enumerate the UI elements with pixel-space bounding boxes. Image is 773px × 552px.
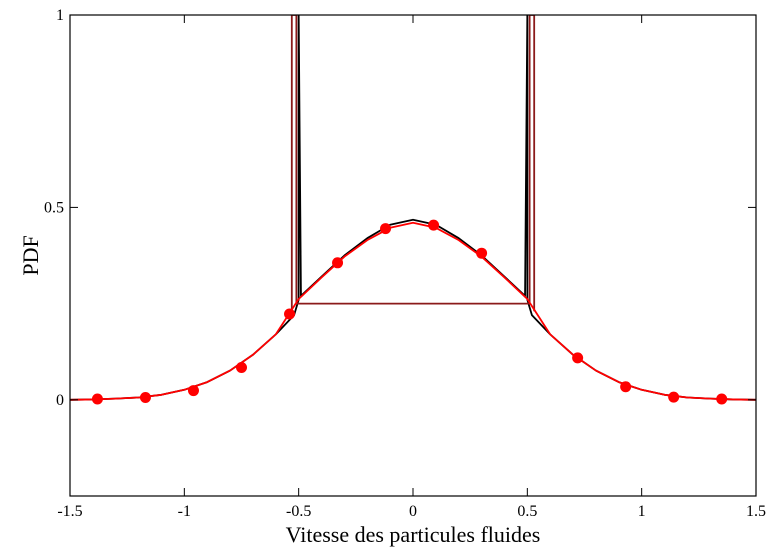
- x-axis-title: Vitesse des particules fluides: [286, 522, 541, 547]
- y-axis: 00.51: [44, 7, 756, 409]
- data-point: [91, 393, 103, 405]
- y-axis-title: PDF: [18, 235, 43, 275]
- x-tick-label: -1: [178, 503, 191, 520]
- series-layer: [70, 15, 756, 405]
- series-line-2: [70, 221, 756, 401]
- x-axis: -1.5 -1 -0.5 0 0.5 1 1.5: [57, 15, 766, 520]
- x-tick-label: 1.5: [746, 503, 766, 520]
- data-point: [332, 257, 344, 269]
- data-point: [572, 352, 584, 364]
- data-point: [139, 391, 151, 403]
- data-point: [236, 361, 247, 373]
- data-point: [620, 381, 632, 393]
- data-point: [187, 385, 199, 397]
- series-line-1: [290, 15, 536, 312]
- data-point: [284, 308, 296, 320]
- data-point: [380, 223, 392, 235]
- series-line-0: [70, 15, 756, 401]
- data-point: [428, 219, 440, 231]
- y-tick-label: 0: [56, 392, 64, 409]
- y-tick-label: 1: [56, 7, 64, 24]
- x-tick-label: 0: [409, 503, 417, 520]
- plot-frame: [69, 14, 757, 497]
- data-point: [476, 247, 488, 259]
- x-tick-label: 1: [638, 503, 646, 520]
- x-tick-label: -1.5: [57, 503, 82, 520]
- data-point: [716, 393, 728, 405]
- x-tick-label: -0.5: [286, 503, 311, 520]
- data-point: [668, 391, 680, 403]
- y-tick-label: 0.5: [44, 199, 64, 216]
- x-tick-label: 0.5: [517, 503, 537, 520]
